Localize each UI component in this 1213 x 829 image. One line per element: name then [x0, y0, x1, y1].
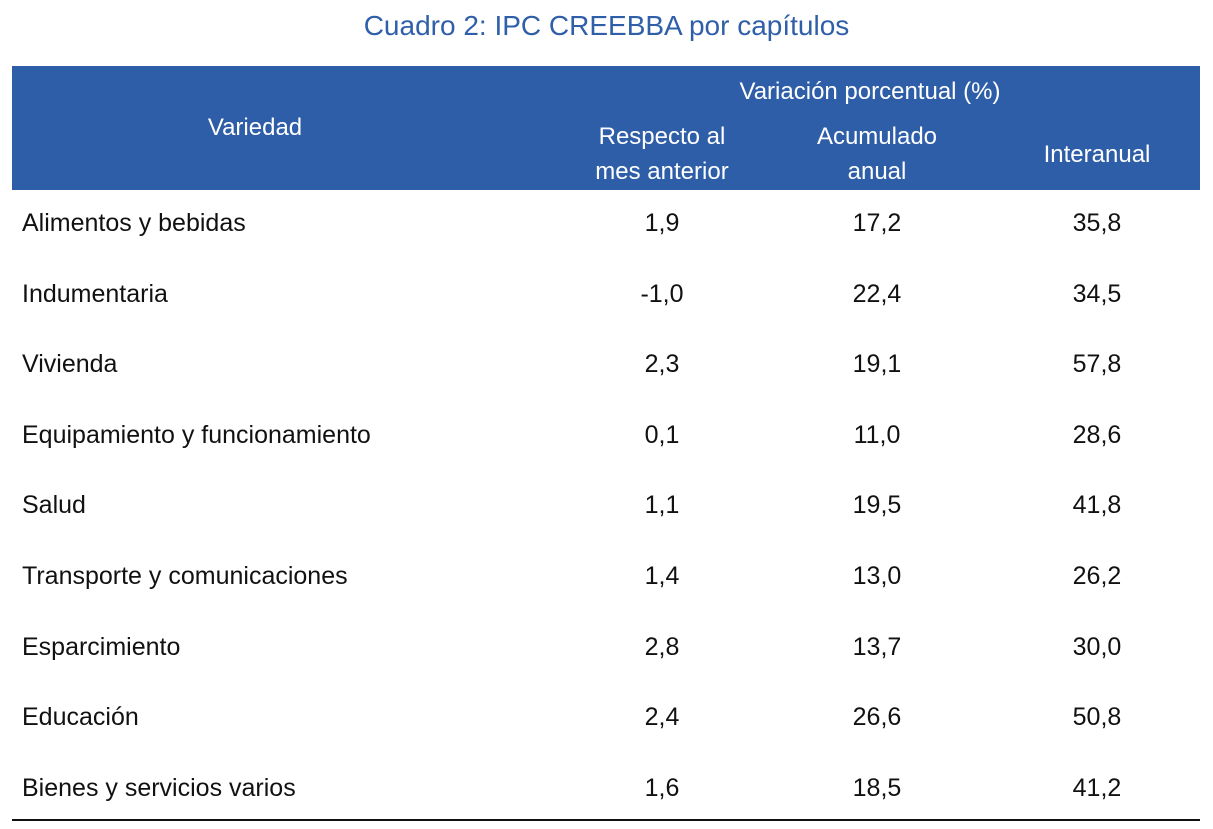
cell-value: 2,8 — [644, 632, 680, 661]
row-label: Alimentos y bebidas — [22, 209, 246, 237]
cell-value: 57,8 — [1072, 350, 1122, 379]
row-label: Transporte y comunicaciones — [22, 562, 348, 590]
column-header: Acumulado — [816, 123, 938, 150]
column-header: anual — [847, 158, 907, 185]
cell-value: 35,8 — [1072, 209, 1122, 237]
row-label: Indumentaria — [22, 279, 168, 308]
cell-value: 30,0 — [1072, 632, 1122, 661]
cell-value: 1,1 — [644, 491, 680, 520]
column-header: mes anterior — [595, 158, 729, 185]
row-label: Bienes y servicios varios — [22, 773, 296, 802]
cell-value: 18,5 — [852, 773, 902, 802]
row-label: Vivienda — [22, 350, 118, 379]
cell-value: 34,5 — [1072, 279, 1122, 308]
column-header: Respecto al — [598, 123, 726, 150]
cell-value: -1,0 — [640, 279, 684, 308]
cell-value: 11,0 — [853, 420, 901, 449]
cell-value: 2,3 — [644, 350, 680, 379]
bottom-rule — [12, 819, 1200, 821]
cell-value: 13,7 — [852, 632, 902, 661]
cell-value: 26,2 — [1072, 562, 1122, 590]
cell-value: 26,6 — [852, 703, 902, 732]
row-label-header: Variedad — [207, 114, 303, 141]
cell-value: 50,8 — [1072, 703, 1122, 732]
row-label: Educación — [22, 703, 139, 732]
cell-value: 1,6 — [644, 773, 680, 802]
cell-value: 13,0 — [852, 562, 902, 590]
table-header — [12, 66, 1200, 190]
column-header: Interanual — [1043, 141, 1151, 168]
row-label: Equipamiento y funcionamiento — [22, 420, 371, 449]
cell-value: 2,4 — [644, 703, 680, 732]
cell-value: 17,2 — [852, 209, 902, 237]
cell-value: 1,4 — [644, 562, 680, 590]
cell-value: 28,6 — [1072, 420, 1122, 449]
row-label: Esparcimiento — [22, 632, 181, 661]
cell-value: 41,2 — [1072, 773, 1122, 802]
cell-value: 1,9 — [644, 209, 680, 237]
cell-value: 22,4 — [852, 279, 902, 308]
cell-value: 19,5 — [852, 491, 902, 520]
row-label: Salud — [22, 491, 86, 520]
cell-value: 41,8 — [1072, 491, 1122, 520]
cell-value: 0,1 — [644, 420, 680, 449]
group-header: Variación porcentual (%) — [739, 78, 1001, 105]
table-title: Cuadro 2: IPC CREEBBA por capítulos — [363, 10, 850, 41]
cell-value: 19,1 — [852, 350, 902, 379]
